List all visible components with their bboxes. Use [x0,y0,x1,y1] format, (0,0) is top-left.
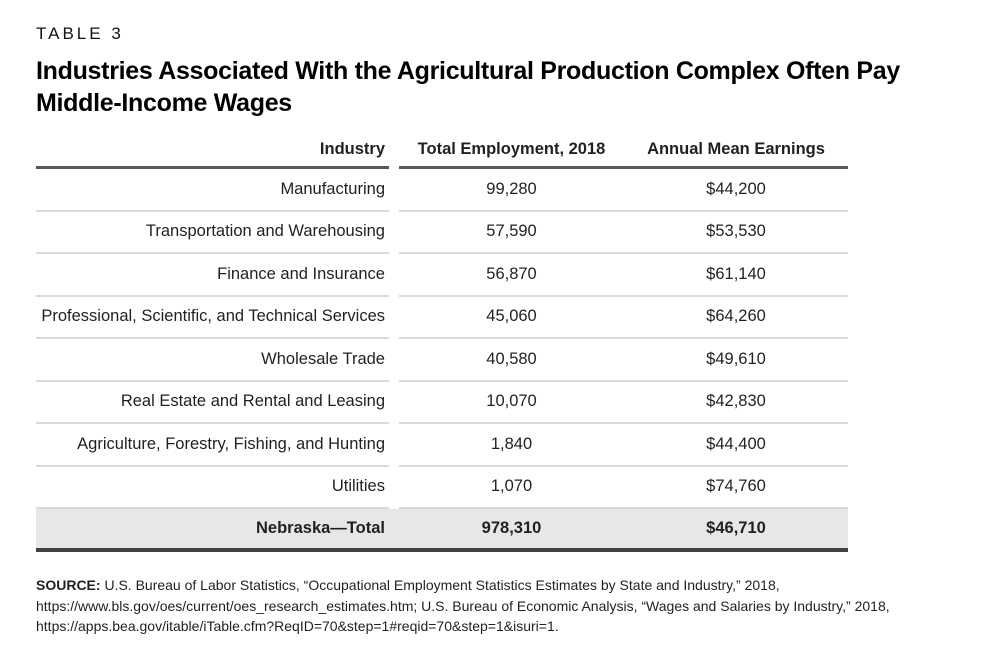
row-employment: 56,870 [399,254,624,297]
total-row-employment: 978,310 [399,509,624,552]
row-industry: Wholesale Trade [36,339,389,382]
row-industry: Transportation and Warehousing [36,212,389,254]
row-gap [389,297,399,340]
row-employment: 57,590 [399,212,624,254]
row-industry: Manufacturing [36,169,389,212]
row-earnings: $49,610 [624,339,848,382]
row-industry: Agriculture, Forestry, Fishing, and Hunt… [36,424,389,467]
row-gap [389,467,399,510]
row-employment: 45,060 [399,297,624,339]
data-table: Industry Total Employment, 2018 Annual M… [36,140,848,552]
row-industry: Finance and Insurance [36,254,389,297]
source-note: SOURCE: U.S. Bureau of Labor Statistics,… [36,575,981,637]
row-earnings: $44,400 [624,424,848,467]
report-page: TABLE 3 Industries Associated With the A… [36,24,981,637]
row-employment: 1,070 [399,467,624,509]
total-row-earnings: $46,710 [624,509,848,552]
row-gap [389,169,399,212]
row-earnings: $74,760 [624,467,848,509]
row-earnings: $53,530 [624,212,848,254]
total-row-gap [389,509,399,552]
row-employment: 99,280 [399,169,624,212]
column-gap [389,140,399,169]
column-header-earnings: Annual Mean Earnings [624,140,848,169]
row-employment: 10,070 [399,382,624,424]
row-gap [389,254,399,297]
row-industry: Professional, Scientific, and Technical … [36,297,389,339]
source-label: SOURCE: [36,577,101,593]
column-header-employment: Total Employment, 2018 [399,140,624,169]
row-industry: Utilities [36,467,389,509]
table-kicker: TABLE 3 [36,24,124,43]
row-gap [389,339,399,382]
row-earnings: $64,260 [624,297,848,339]
row-gap [389,212,399,255]
row-earnings: $61,140 [624,254,848,297]
row-earnings: $42,830 [624,382,848,424]
row-gap [389,424,399,467]
row-employment: 1,840 [399,424,624,467]
row-employment: 40,580 [399,339,624,382]
table-title: Industries Associated With the Agricultu… [36,57,900,117]
source-text: U.S. Bureau of Labor Statistics, “Occupa… [36,577,890,634]
total-row-label: Nebraska—Total [36,509,389,552]
row-gap [389,382,399,425]
row-earnings: $44,200 [624,169,848,212]
row-industry: Real Estate and Rental and Leasing [36,382,389,424]
column-header-industry: Industry [36,140,389,169]
